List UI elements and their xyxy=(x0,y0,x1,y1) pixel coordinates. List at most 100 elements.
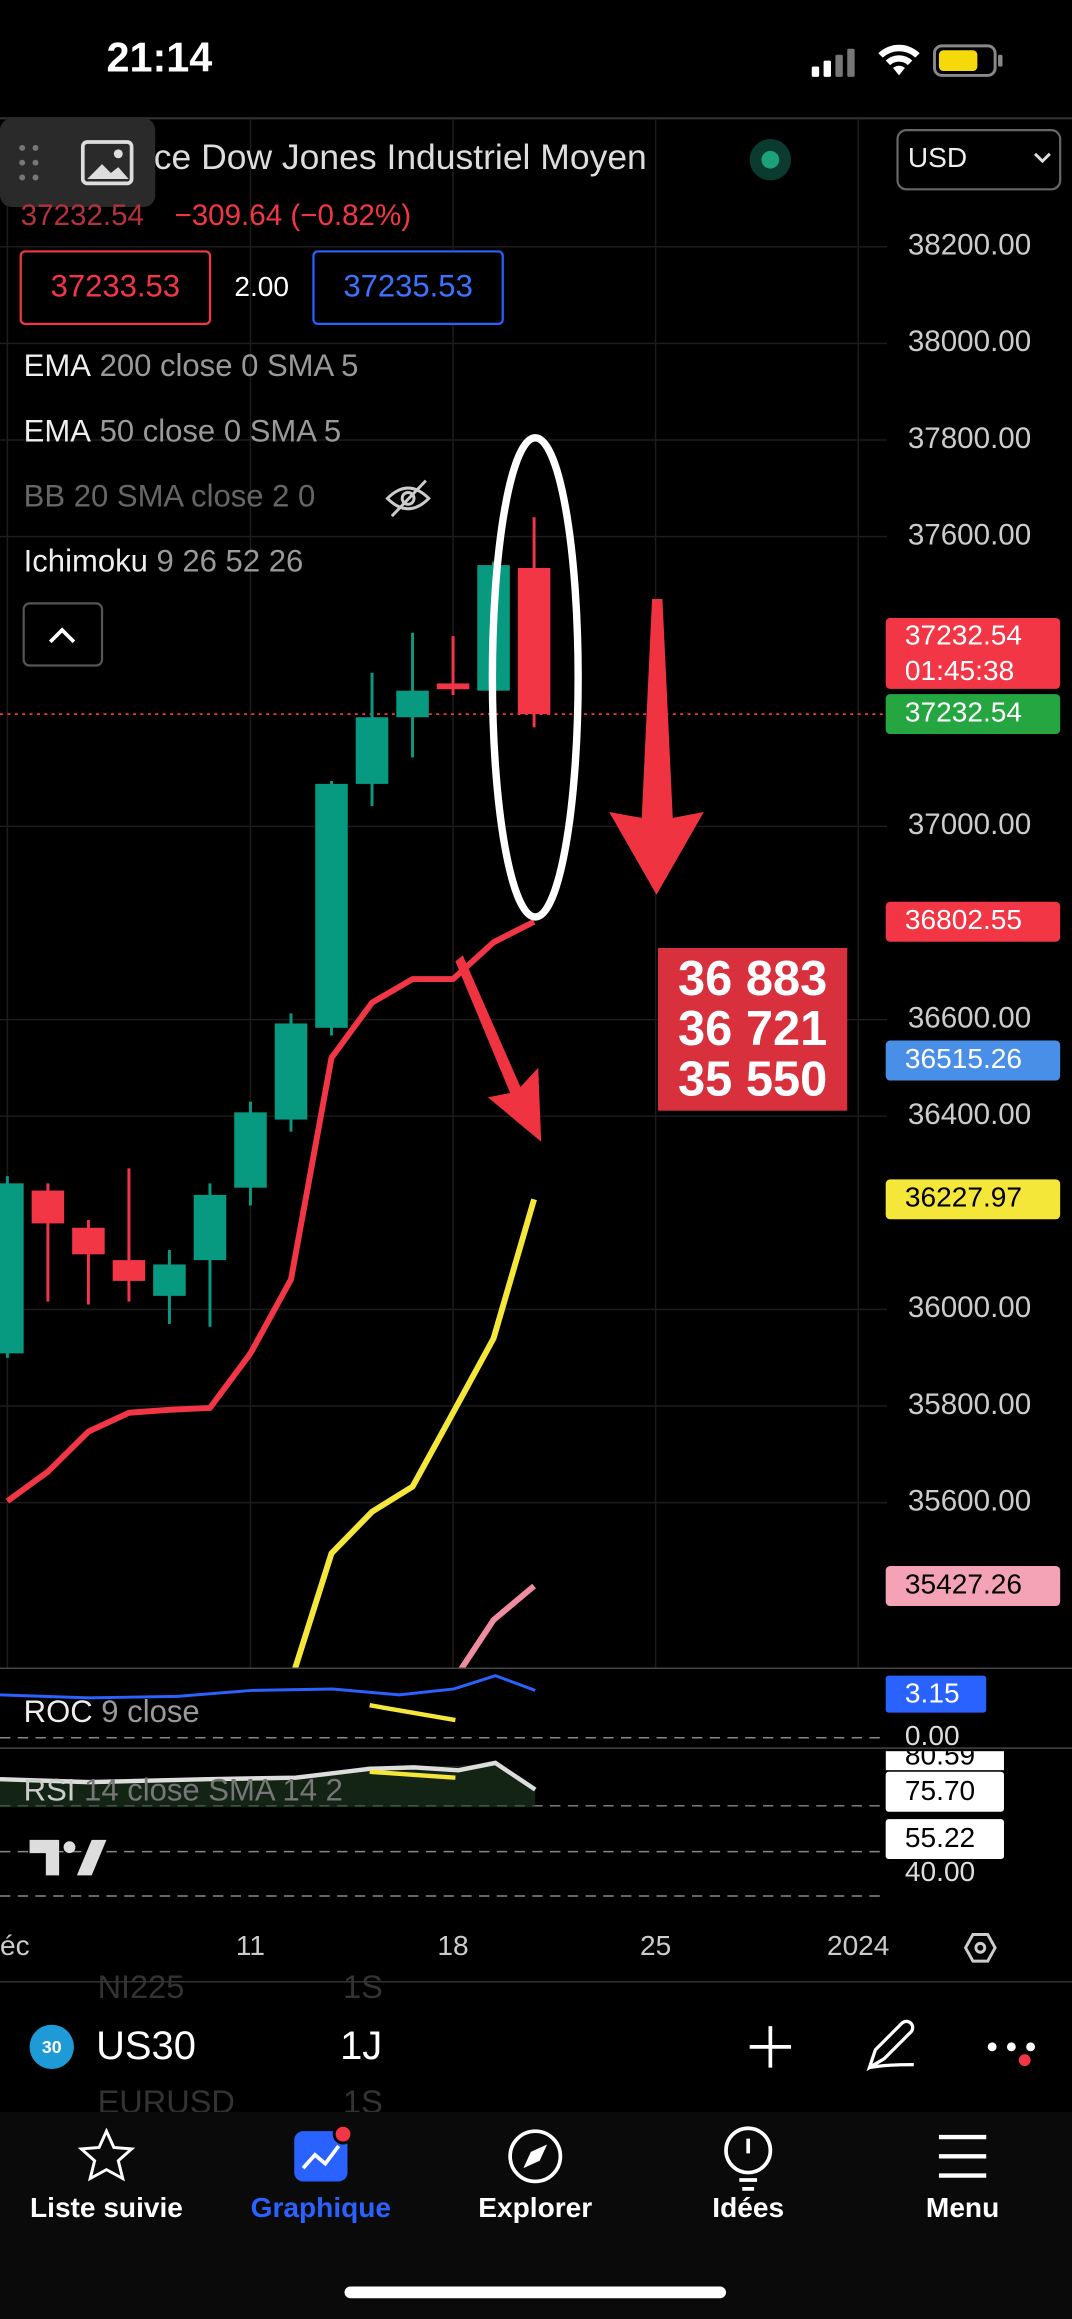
y-tick-label: 37000.00 xyxy=(908,808,1031,841)
oscillator-label[interactable]: RSI 14 close SMA 14 2 xyxy=(24,1773,343,1808)
ghost-symbol: NI225 xyxy=(98,1969,185,2005)
indicator-params[interactable]: 50 close 0 SMA 5 xyxy=(100,414,342,449)
floating-tools[interactable] xyxy=(0,118,156,208)
indicator-params[interactable]: 200 close 0 SMA 5 xyxy=(100,348,359,383)
y-tick-label: 35800.00 xyxy=(908,1388,1031,1421)
nav-icon[interactable] xyxy=(508,2129,563,2184)
rsi-value: 75.70 xyxy=(905,1775,975,1806)
chart-layer: éc 11 18 25 2024 38200.00 38000.00 37800.00 3760… xyxy=(0,118,1061,1961)
nav-icon-needle xyxy=(523,2144,548,2169)
currency-select[interactable]: USD xyxy=(896,129,1062,191)
symbol-badge-text: 30 xyxy=(42,2037,62,2057)
nav-label[interactable]: Graphique xyxy=(251,2192,391,2223)
settings-dot xyxy=(974,1941,987,1954)
oscillator-name[interactable]: RSI xyxy=(24,1773,76,1808)
symbol[interactable]: US30 xyxy=(96,2024,196,2068)
timeframe[interactable]: 1J xyxy=(340,2024,382,2068)
indicator-line xyxy=(458,1583,536,1669)
price-badge xyxy=(885,901,1061,942)
candle-body xyxy=(112,1260,146,1281)
ask-button[interactable]: 37235.53 xyxy=(312,250,504,326)
y-tick-label: 38000.00 xyxy=(908,325,1031,358)
candle-body xyxy=(315,783,348,1028)
nav-badge xyxy=(332,2123,354,2145)
x-tick-label: 2024 xyxy=(827,1930,889,1961)
indicator-name[interactable]: EMA xyxy=(24,414,92,449)
candle-body xyxy=(436,683,470,690)
price-badge xyxy=(885,1179,1061,1220)
price-badge xyxy=(885,694,1061,735)
candle-body xyxy=(396,690,429,718)
nav-label[interactable]: Idées xyxy=(712,2192,784,2223)
indicator[interactable]: BB 20 SMA close 2 0 xyxy=(24,479,316,514)
price-badge-label: 35427.26 xyxy=(905,1568,1022,1599)
nav-label[interactable]: Liste suivie xyxy=(30,2192,183,2223)
roc-zero: 0.00 xyxy=(905,1720,960,1751)
roc-line xyxy=(0,1674,536,1700)
status-icons xyxy=(811,44,1003,77)
plot-area xyxy=(0,118,888,1669)
x-tick-label: éc xyxy=(0,1930,30,1961)
home-indicator xyxy=(344,2286,727,2299)
candle-body xyxy=(355,717,389,784)
candle-body xyxy=(72,1227,105,1255)
oscillator-label[interactable]: ROC 9 close xyxy=(24,1694,200,1729)
nav-label[interactable]: Menu xyxy=(926,2192,999,2223)
currency[interactable]: USD xyxy=(908,142,967,173)
candle-body xyxy=(274,1023,308,1120)
y-tick-label: 35600.00 xyxy=(908,1484,1031,1517)
x-tick-label: 11 xyxy=(236,1930,265,1961)
symbol-badge xyxy=(29,2024,74,2070)
nav-icon[interactable] xyxy=(77,2127,136,2182)
roc-value: 3.15 xyxy=(905,1677,960,1708)
rsi-sma: 55.22 xyxy=(905,1822,975,1853)
nav-icon[interactable] xyxy=(294,2131,348,2182)
indicator-name[interactable]: EMA xyxy=(24,348,92,383)
indicator[interactable]: EMA 50 close 0 SMA 5 xyxy=(24,414,342,449)
indicator[interactable]: Ichimoku 9 26 52 26 xyxy=(24,544,304,579)
rsi-sma-badge xyxy=(885,1819,1004,1860)
settings-icon[interactable] xyxy=(963,1932,997,1963)
countdown-price: 37232.54 xyxy=(905,620,1022,651)
rsi-lower: 40.00 xyxy=(905,1856,975,1887)
more-button[interactable] xyxy=(987,2042,1036,2067)
oscillator-params[interactable]: 14 close SMA 14 2 xyxy=(84,1773,343,1808)
indicator-params[interactable]: 20 SMA close 2 0 xyxy=(74,479,316,514)
oscillator-name[interactable]: ROC xyxy=(24,1694,93,1729)
roc-badge xyxy=(885,1675,987,1713)
tv-logo xyxy=(29,1839,107,1876)
roc-signal xyxy=(369,1703,456,1723)
nav-icon[interactable] xyxy=(724,2126,773,2175)
symbol-name: ce Dow Jones Industriel Moyen xyxy=(154,137,647,177)
x-tick-label: 25 xyxy=(640,1930,671,1961)
indicator-params[interactable]: 9 26 52 26 xyxy=(157,544,304,579)
hidden-icon[interactable] xyxy=(385,479,431,518)
draw-button[interactable] xyxy=(866,2019,915,2072)
clock: 21:14 xyxy=(106,35,212,81)
last-price: 37232.54 xyxy=(21,199,144,232)
price-badge-label: 36802.55 xyxy=(905,904,1022,935)
rsi-upper-clip: 80.59 xyxy=(885,1751,1004,1770)
ask[interactable]: 37235.53 xyxy=(343,269,472,304)
collapse-button[interactable] xyxy=(22,602,104,667)
annotation-box xyxy=(657,948,848,1111)
nav-label[interactable]: Explorer xyxy=(478,2192,592,2223)
candle-body xyxy=(517,567,551,715)
indicator-name[interactable]: BB xyxy=(24,479,65,514)
indicator[interactable]: EMA 200 close 0 SMA 5 xyxy=(24,348,359,383)
bid-button[interactable]: 37233.53 xyxy=(19,250,212,326)
oscillator-params[interactable]: 9 close xyxy=(101,1694,199,1729)
y-tick-label: 36400.00 xyxy=(908,1098,1031,1131)
indicator-name[interactable]: Ichimoku xyxy=(24,544,148,579)
indicator-line xyxy=(292,1198,537,1669)
nav-icon-bulb xyxy=(739,2138,758,2191)
add-button[interactable] xyxy=(749,2026,792,2068)
bid[interactable]: 37233.53 xyxy=(51,269,180,304)
x-tick-label: 18 xyxy=(437,1930,468,1961)
price-badge xyxy=(885,1040,1061,1081)
annotation-text: 36 721 xyxy=(678,1002,827,1056)
nav-icon[interactable] xyxy=(938,2134,987,2178)
y-tick-label: 37800.00 xyxy=(908,422,1031,455)
